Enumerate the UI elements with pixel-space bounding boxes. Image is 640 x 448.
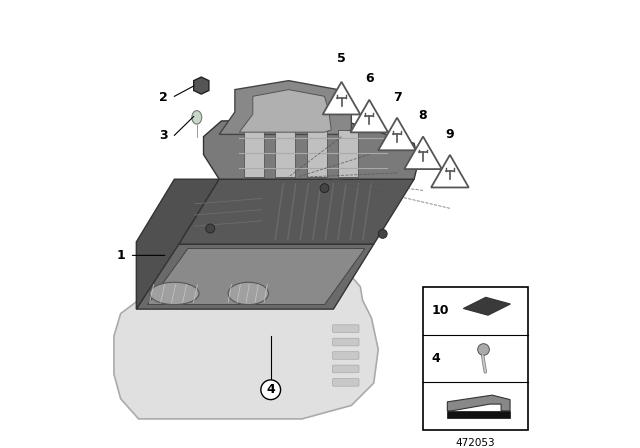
Text: 1: 1 <box>116 249 125 262</box>
Ellipse shape <box>192 111 202 124</box>
Text: 4: 4 <box>431 352 440 365</box>
Polygon shape <box>351 100 388 132</box>
Ellipse shape <box>150 282 199 305</box>
Text: 472053: 472053 <box>456 438 495 448</box>
Text: 6: 6 <box>365 72 374 85</box>
Polygon shape <box>338 130 358 177</box>
Polygon shape <box>114 262 378 419</box>
FancyBboxPatch shape <box>333 352 359 359</box>
Polygon shape <box>136 244 374 309</box>
FancyBboxPatch shape <box>333 365 359 373</box>
Circle shape <box>320 184 329 193</box>
Polygon shape <box>447 395 510 411</box>
Bar <box>423 287 528 430</box>
Polygon shape <box>204 119 419 179</box>
FancyBboxPatch shape <box>333 325 359 332</box>
Polygon shape <box>194 77 209 94</box>
Polygon shape <box>136 179 219 309</box>
Polygon shape <box>219 81 351 134</box>
Polygon shape <box>431 155 468 187</box>
Polygon shape <box>239 90 332 132</box>
Polygon shape <box>404 137 442 169</box>
Polygon shape <box>463 297 511 315</box>
Polygon shape <box>378 118 416 150</box>
Text: 8: 8 <box>419 109 428 122</box>
Circle shape <box>477 344 490 355</box>
Polygon shape <box>275 130 296 177</box>
Polygon shape <box>323 82 360 114</box>
Polygon shape <box>307 130 326 177</box>
Polygon shape <box>244 130 264 177</box>
Text: 5: 5 <box>337 52 346 65</box>
Text: 9: 9 <box>445 128 454 141</box>
Text: 7: 7 <box>393 91 401 104</box>
FancyBboxPatch shape <box>333 379 359 386</box>
Text: 4: 4 <box>266 383 275 396</box>
Circle shape <box>261 380 280 400</box>
Polygon shape <box>447 411 510 418</box>
Polygon shape <box>179 179 414 244</box>
FancyBboxPatch shape <box>333 338 359 346</box>
Text: 10: 10 <box>431 304 449 317</box>
Polygon shape <box>147 249 365 305</box>
Circle shape <box>206 224 214 233</box>
Text: 3: 3 <box>159 129 168 142</box>
Text: 2: 2 <box>159 91 168 104</box>
Circle shape <box>378 229 387 238</box>
Ellipse shape <box>228 282 269 305</box>
